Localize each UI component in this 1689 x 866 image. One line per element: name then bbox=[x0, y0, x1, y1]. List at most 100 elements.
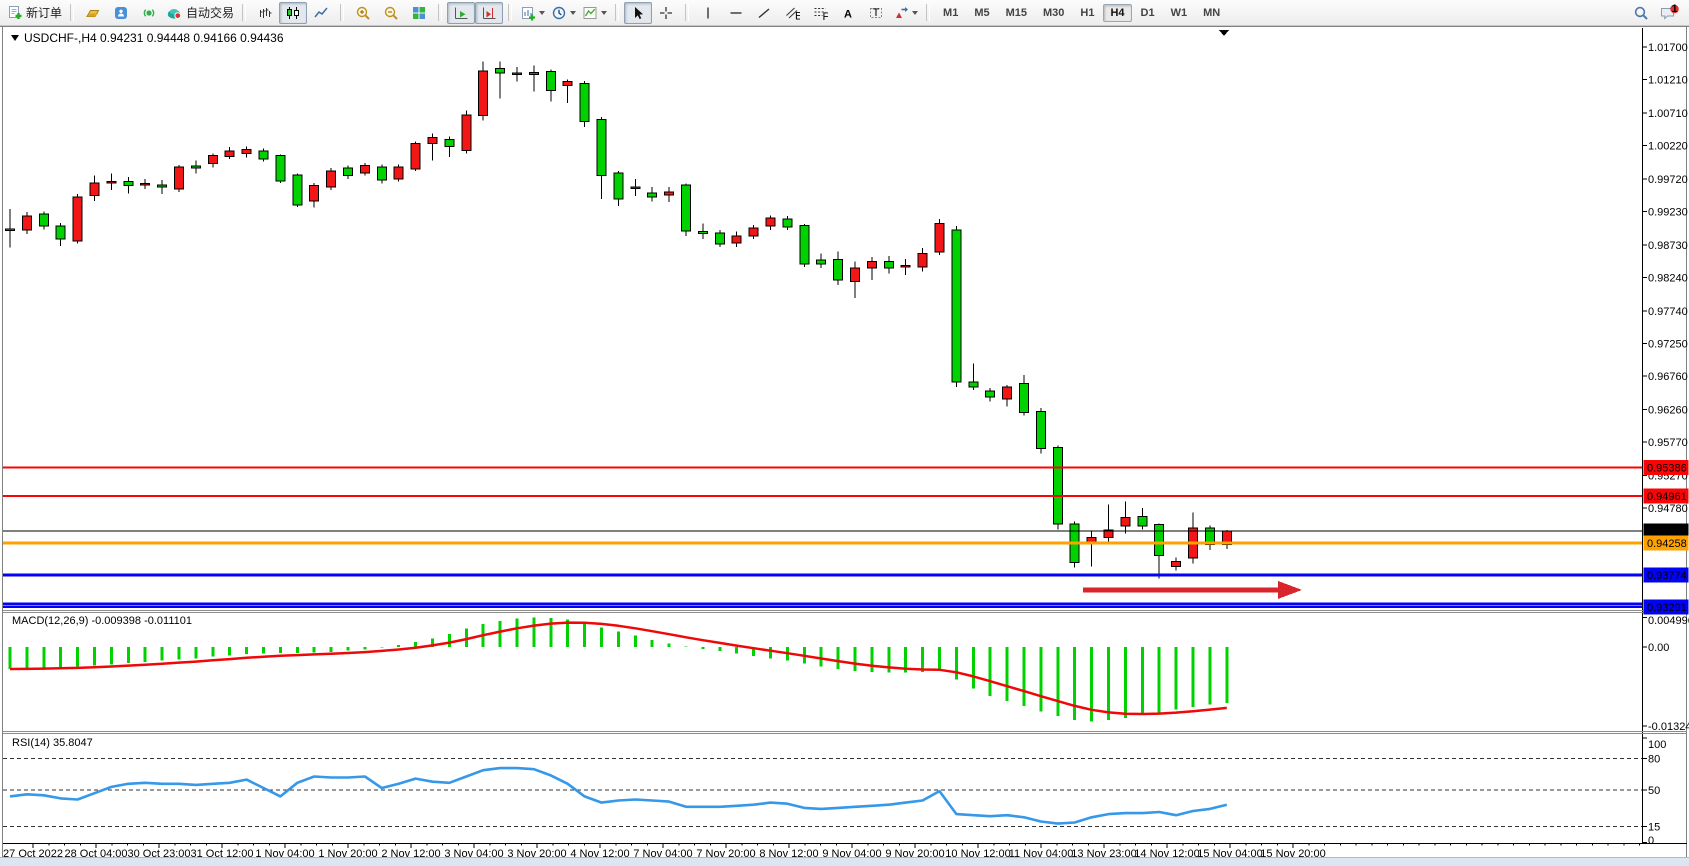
community-button[interactable] bbox=[107, 2, 135, 24]
price-tick-label: 0.98730 bbox=[1648, 240, 1688, 252]
price-tick-label: 1.01700 bbox=[1648, 42, 1688, 54]
price-tick-label: 0.95770 bbox=[1648, 437, 1688, 449]
timeframe-h4-button[interactable]: H4 bbox=[1103, 3, 1132, 22]
candlestick-chart-icon bbox=[287, 6, 300, 19]
new-order-label: 新订单 bbox=[26, 6, 63, 20]
candle bbox=[883, 261, 894, 269]
trendline-icon bbox=[758, 7, 770, 18]
chart-shift-button[interactable] bbox=[475, 1, 504, 24]
community-icon bbox=[115, 6, 128, 19]
tile-windows-button[interactable] bbox=[405, 2, 433, 24]
templates-button[interactable] bbox=[579, 2, 610, 24]
cursor-icon bbox=[635, 6, 644, 19]
chart-shift-marker[interactable] bbox=[1219, 30, 1229, 36]
price-axis-label bbox=[1643, 488, 1689, 504]
separator bbox=[340, 4, 345, 21]
cursor-button[interactable] bbox=[624, 1, 653, 24]
new-chart-icon bbox=[522, 6, 536, 20]
candle bbox=[765, 217, 776, 227]
candle bbox=[410, 143, 421, 170]
shapes-tool-button[interactable] bbox=[890, 2, 921, 24]
candle bbox=[106, 181, 117, 184]
channel-tool-button[interactable]: E bbox=[778, 2, 806, 24]
candle bbox=[461, 114, 472, 151]
timeframe-m1-button[interactable]: M1 bbox=[943, 6, 959, 19]
timeframe-m30-button[interactable]: M30 bbox=[1043, 6, 1065, 19]
notification-badge bbox=[1669, 4, 1679, 14]
candle bbox=[495, 67, 506, 74]
candle bbox=[427, 137, 438, 145]
gold-ingot-icon bbox=[86, 9, 100, 17]
new-chart-button[interactable] bbox=[517, 2, 548, 24]
svg-text:A: A bbox=[844, 8, 852, 20]
candle bbox=[157, 184, 168, 188]
candle bbox=[1204, 527, 1215, 546]
timeframe-w1-button[interactable]: W1 bbox=[1170, 6, 1188, 19]
fibonacci-tool-button[interactable]: F bbox=[806, 2, 834, 24]
timeframe-m5-button[interactable]: M5 bbox=[974, 6, 990, 19]
candlestick-chart-button[interactable] bbox=[279, 1, 308, 24]
trend-arrow-annotation[interactable] bbox=[1083, 587, 1280, 593]
search-icon bbox=[1634, 6, 1648, 20]
candle bbox=[697, 231, 708, 235]
horizontal-line-icon bbox=[730, 11, 742, 14]
candle bbox=[376, 166, 387, 181]
vertical-line-tool-button[interactable] bbox=[694, 2, 722, 24]
price-tick-label: 0.96760 bbox=[1648, 371, 1688, 383]
new-order-icon bbox=[9, 5, 22, 19]
notifications-button[interactable]: 1 bbox=[1655, 2, 1683, 24]
search-button[interactable] bbox=[1627, 2, 1655, 24]
timeframe-h1-button[interactable]: H1 bbox=[1080, 6, 1095, 19]
bar-chart-icon bbox=[260, 7, 272, 18]
price-axis-label-text: 0.93774 bbox=[1647, 570, 1687, 582]
candle bbox=[833, 259, 844, 281]
bar-chart-button[interactable] bbox=[251, 2, 279, 24]
svg-text:T: T bbox=[873, 7, 880, 19]
timeframe-d1-button[interactable]: D1 bbox=[1140, 6, 1155, 19]
horizontal-line-tool-button[interactable] bbox=[722, 2, 750, 24]
macd-indicator-label: MACD(12,26,9) -0.009398 -0.011101 bbox=[12, 615, 192, 627]
candle bbox=[1002, 386, 1013, 400]
timeframe-mn-button[interactable]: MN bbox=[1203, 6, 1221, 19]
price-axis-label-text: 0.94961 bbox=[1647, 491, 1687, 503]
text-tool-button[interactable]: A bbox=[834, 2, 862, 24]
gold-ingot-button[interactable] bbox=[79, 2, 107, 24]
rsi-axis-label: 15 bbox=[1648, 822, 1660, 834]
signals-button[interactable] bbox=[135, 2, 163, 24]
periods-button[interactable] bbox=[548, 2, 579, 24]
crosshair-button[interactable] bbox=[652, 2, 680, 24]
line-chart-button[interactable] bbox=[307, 2, 335, 24]
signals-icon bbox=[143, 8, 155, 17]
candle bbox=[748, 227, 759, 237]
candle bbox=[1035, 410, 1046, 450]
trendline-tool-button[interactable] bbox=[750, 2, 778, 24]
price-axis-label-text: 0.94436 bbox=[1647, 526, 1687, 538]
timeframe-group: M1 M5 M15 M30 H1 H4 D1 W1 MN bbox=[935, 3, 1228, 22]
symbol-dropdown-icon[interactable] bbox=[11, 35, 19, 41]
candle bbox=[309, 185, 320, 202]
auto-trading-button[interactable]: 自动交易 bbox=[163, 2, 237, 24]
new-order-button[interactable]: 新订单 bbox=[4, 2, 65, 24]
auto-scroll-button[interactable] bbox=[447, 1, 476, 24]
price-axis-label bbox=[1643, 460, 1689, 476]
candle bbox=[123, 181, 134, 187]
zoom-in-icon bbox=[356, 6, 370, 20]
chevron-down-icon bbox=[539, 10, 546, 15]
candle bbox=[528, 71, 539, 75]
rsi-axis-label: 100 bbox=[1648, 739, 1666, 751]
trend-arrow-head[interactable] bbox=[1278, 580, 1302, 599]
macd-axis-label: -0.013248 bbox=[1648, 721, 1689, 733]
zoom-in-button[interactable] bbox=[349, 2, 377, 24]
zoom-out-button[interactable] bbox=[377, 2, 405, 24]
candle bbox=[968, 381, 979, 388]
candle bbox=[714, 232, 725, 245]
label-tool-button[interactable]: T bbox=[862, 2, 890, 24]
window-bottom-strip bbox=[0, 857, 1689, 866]
candle bbox=[393, 166, 404, 180]
candle bbox=[21, 215, 32, 231]
timeframe-m15-button[interactable]: M15 bbox=[1005, 6, 1027, 19]
candle bbox=[224, 150, 235, 157]
chart-title-text: USDCHF-,H4 0.94231 0.94448 0.94166 0.944… bbox=[24, 31, 284, 45]
